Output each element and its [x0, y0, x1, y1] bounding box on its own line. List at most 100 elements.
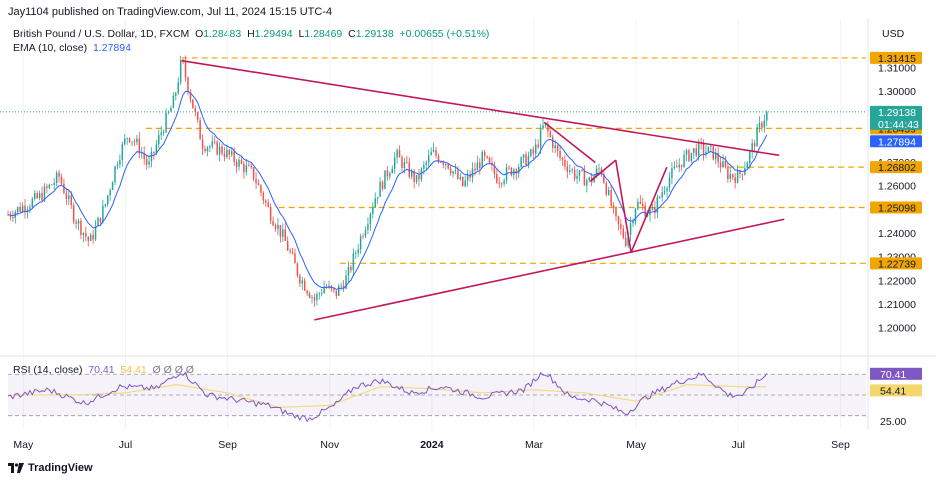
candle-body: [556, 145, 559, 151]
low-value: 1.28469: [304, 28, 343, 40]
candle-body: [717, 153, 719, 163]
candle-body: [389, 173, 391, 177]
publish-line: Jay1104 published on TradingView.com, Ju…: [8, 6, 333, 18]
candle-body: [133, 141, 136, 143]
candle-body: [294, 253, 296, 264]
candle-body: [364, 229, 367, 237]
candle-body: [479, 162, 481, 168]
candle-body: [199, 119, 201, 140]
currency-label[interactable]: USD: [882, 28, 905, 40]
candle-body: [109, 189, 111, 196]
candle-body: [396, 150, 398, 158]
level-price-label: 1.25098: [878, 202, 916, 214]
candle-body: [693, 148, 695, 153]
rsi-tick-label: 25.00: [880, 416, 906, 428]
level-price-label-box: [870, 257, 922, 270]
candle-body: [741, 173, 744, 175]
candle-body: [272, 220, 274, 226]
candle-body: [46, 186, 48, 188]
candle-body: [423, 164, 425, 169]
candle-body: [342, 285, 345, 289]
candle-body: [221, 146, 223, 154]
price-tick-label: 1.22000: [878, 275, 916, 287]
candle-body: [481, 151, 483, 168]
level-price-label-box: [870, 51, 922, 64]
candle-body: [19, 207, 21, 212]
candle-body: [223, 153, 226, 157]
candle-body: [92, 234, 94, 240]
candle-body: [454, 170, 457, 172]
candle-body: [128, 138, 131, 142]
candle-body: [474, 168, 476, 171]
candle-body: [661, 192, 663, 198]
candle-body: [316, 293, 318, 301]
candle-body: [420, 168, 423, 180]
tradingview-logo[interactable]: TradingView: [8, 462, 93, 474]
tradingview-icon: [8, 463, 24, 473]
candle-body: [162, 132, 165, 133]
candle-body: [384, 170, 386, 190]
candle-body: [615, 206, 617, 217]
candle-body: [688, 150, 690, 161]
candle-body: [148, 161, 150, 165]
candle-body: [459, 176, 462, 179]
candle-body: [172, 95, 175, 108]
ema-legend: EMA (10, close) 1.27894: [13, 42, 131, 54]
ema-label[interactable]: EMA (10, close): [13, 42, 88, 54]
candle-body: [620, 224, 622, 229]
candle-body: [131, 141, 133, 143]
candle-body: [36, 193, 38, 199]
chart-grid: [22, 20, 841, 430]
candle-body: [345, 275, 347, 289]
time-tick-label: Mar: [525, 439, 544, 451]
candle-body: [306, 290, 308, 294]
time-tick-label: Sep: [218, 439, 237, 451]
candle-body: [175, 92, 177, 96]
candle-body: [41, 193, 43, 201]
candle-body: [430, 151, 432, 156]
candle-body: [116, 164, 119, 167]
candle-body: [571, 169, 573, 171]
candle-body: [522, 154, 525, 158]
candle-body: [376, 196, 379, 199]
price-tick-label: 1.30000: [878, 86, 916, 98]
candle-body: [508, 167, 510, 169]
symbol-name[interactable]: British Pound / U.S. Dollar, 1D, FXCM: [13, 28, 190, 40]
candle-body: [150, 151, 153, 162]
candle-body: [53, 182, 55, 185]
candle-body: [766, 111, 768, 121]
candle-body: [739, 170, 741, 174]
candle-body: [678, 164, 680, 168]
candle-body: [65, 193, 68, 200]
candle-body: [666, 187, 668, 192]
candle-body: [9, 214, 12, 217]
candle-body: [447, 163, 449, 169]
trendline: [589, 159, 617, 183]
candle-body: [350, 266, 352, 271]
candle-body: [311, 297, 313, 299]
candle-body: [500, 183, 503, 185]
candle-body: [228, 149, 231, 155]
candle-body: [75, 221, 77, 224]
candle-body: [136, 138, 138, 143]
candle-body: [469, 174, 471, 178]
candle-body: [192, 99, 194, 109]
price-axis-labels: 1.314151.284391.268021.250981.227391.291…: [870, 51, 922, 270]
trendline: [314, 218, 785, 321]
candle-body: [260, 185, 262, 193]
candle-body: [751, 143, 753, 152]
candle-body: [372, 207, 374, 215]
candle-body: [496, 174, 498, 183]
candle-body: [328, 285, 330, 288]
candle-body: [457, 170, 459, 179]
candle-body: [432, 149, 435, 152]
candle-body: [313, 297, 316, 301]
candle-body: [756, 127, 758, 147]
candle-body: [617, 216, 620, 225]
rsi-label[interactable]: RSI (14, close): [13, 364, 83, 376]
candle-body: [498, 182, 501, 184]
candle-body: [209, 146, 211, 148]
candle-body: [729, 174, 732, 179]
candle-body: [673, 166, 676, 169]
